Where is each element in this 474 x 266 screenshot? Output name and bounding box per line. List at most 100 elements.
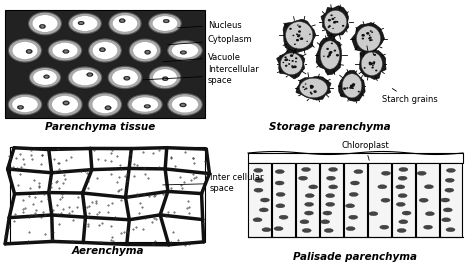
Ellipse shape (164, 77, 167, 80)
Text: Cytoplasm: Cytoplasm (168, 35, 253, 45)
Ellipse shape (373, 61, 375, 63)
Ellipse shape (72, 69, 98, 86)
Ellipse shape (369, 35, 371, 36)
Ellipse shape (45, 76, 48, 78)
Ellipse shape (331, 18, 334, 20)
Ellipse shape (286, 22, 313, 49)
Ellipse shape (279, 215, 288, 219)
Ellipse shape (180, 103, 186, 107)
Ellipse shape (380, 225, 389, 229)
Ellipse shape (311, 86, 314, 88)
Ellipse shape (302, 86, 304, 88)
Ellipse shape (296, 39, 299, 41)
Bar (273, 163, 295, 236)
Ellipse shape (335, 21, 337, 22)
Ellipse shape (361, 34, 365, 37)
Ellipse shape (153, 69, 177, 86)
Ellipse shape (89, 93, 121, 116)
Ellipse shape (112, 15, 137, 32)
Ellipse shape (346, 227, 355, 231)
Ellipse shape (52, 96, 78, 113)
Ellipse shape (290, 54, 293, 57)
Ellipse shape (292, 66, 294, 68)
Ellipse shape (352, 83, 355, 86)
Ellipse shape (68, 12, 102, 35)
Ellipse shape (398, 176, 407, 180)
Ellipse shape (329, 53, 331, 55)
Ellipse shape (92, 42, 118, 59)
Ellipse shape (349, 192, 358, 197)
Polygon shape (338, 70, 365, 101)
Ellipse shape (310, 85, 313, 88)
Ellipse shape (327, 176, 336, 180)
Ellipse shape (324, 10, 346, 34)
Ellipse shape (371, 63, 374, 65)
Ellipse shape (333, 21, 336, 24)
Ellipse shape (181, 51, 185, 54)
Ellipse shape (172, 96, 199, 113)
Ellipse shape (120, 19, 124, 22)
Ellipse shape (329, 51, 333, 53)
Text: Intercellular
space: Intercellular space (143, 65, 259, 85)
Polygon shape (13, 172, 46, 191)
Ellipse shape (63, 101, 69, 105)
Ellipse shape (295, 61, 297, 63)
Ellipse shape (300, 78, 328, 98)
Ellipse shape (300, 38, 301, 39)
Bar (5, 10, 205, 118)
Ellipse shape (100, 48, 104, 51)
Ellipse shape (162, 77, 168, 81)
Ellipse shape (447, 168, 456, 172)
Ellipse shape (109, 67, 142, 88)
Ellipse shape (371, 39, 373, 41)
Text: Palisade parenchyma: Palisade parenchyma (293, 252, 418, 262)
Ellipse shape (255, 178, 264, 182)
Ellipse shape (328, 19, 331, 22)
Ellipse shape (12, 42, 38, 59)
Ellipse shape (304, 211, 313, 215)
Ellipse shape (381, 198, 390, 202)
Ellipse shape (128, 38, 162, 63)
Bar (10, 147, 205, 242)
Ellipse shape (44, 75, 50, 78)
Ellipse shape (47, 92, 83, 117)
Ellipse shape (371, 31, 373, 33)
Ellipse shape (366, 32, 369, 35)
Polygon shape (56, 218, 81, 239)
Ellipse shape (40, 25, 45, 28)
Ellipse shape (442, 218, 451, 222)
Ellipse shape (425, 212, 435, 216)
Ellipse shape (336, 21, 338, 22)
Ellipse shape (88, 38, 122, 63)
Polygon shape (132, 219, 163, 241)
Ellipse shape (296, 39, 298, 41)
Ellipse shape (323, 211, 332, 215)
Ellipse shape (297, 35, 300, 37)
Ellipse shape (149, 66, 181, 89)
Ellipse shape (328, 167, 337, 172)
Ellipse shape (361, 52, 383, 76)
Ellipse shape (368, 38, 370, 39)
Ellipse shape (346, 204, 355, 208)
Ellipse shape (328, 54, 331, 56)
Ellipse shape (334, 17, 336, 18)
Bar (320, 163, 343, 236)
Ellipse shape (424, 185, 433, 189)
Ellipse shape (109, 13, 141, 34)
Ellipse shape (350, 85, 354, 88)
Polygon shape (171, 151, 204, 170)
Ellipse shape (300, 37, 303, 40)
Ellipse shape (78, 21, 84, 25)
Ellipse shape (396, 185, 405, 189)
Ellipse shape (328, 185, 337, 189)
Ellipse shape (9, 39, 41, 62)
Bar (368, 163, 391, 236)
Ellipse shape (354, 170, 363, 174)
Ellipse shape (124, 76, 130, 80)
Ellipse shape (328, 26, 330, 28)
Ellipse shape (310, 93, 313, 95)
Ellipse shape (99, 47, 106, 52)
Ellipse shape (276, 204, 285, 208)
Ellipse shape (358, 91, 360, 93)
Text: Chloroplast: Chloroplast (341, 141, 389, 160)
